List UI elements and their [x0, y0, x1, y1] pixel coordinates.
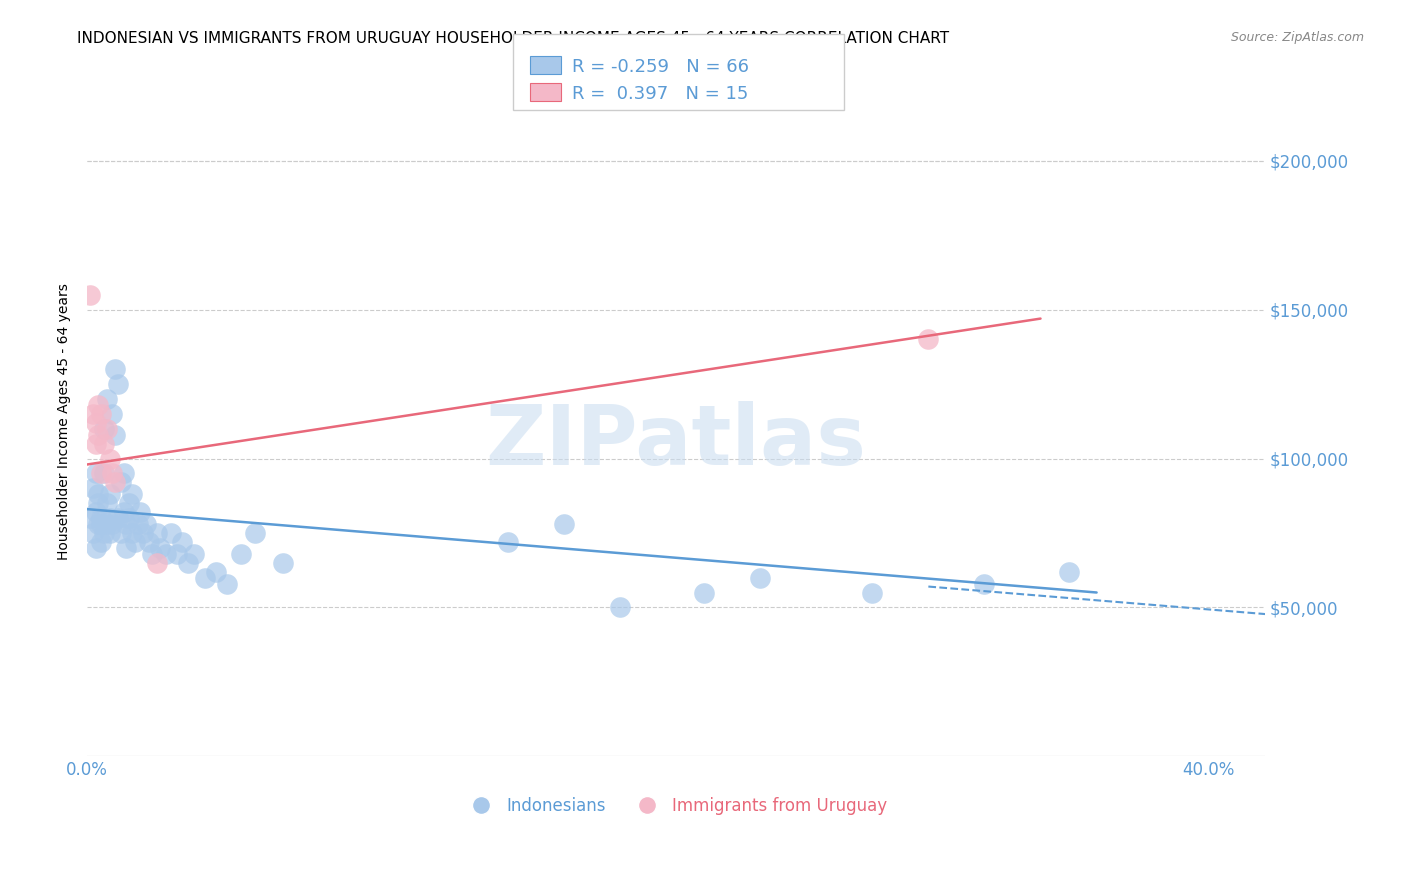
Point — [149, 541, 172, 555]
Point — [245, 525, 267, 540]
Point — [115, 541, 138, 555]
Text: INDONESIAN VS IMMIGRANTS FROM URUGUAY HOUSEHOLDER INCOME AGES 45 - 64 YEARS CORR: INDONESIAN VS IMMIGRANTS FROM URUGUAY HO… — [77, 31, 949, 46]
Text: R = -0.259   N = 66: R = -0.259 N = 66 — [572, 58, 749, 76]
Point — [860, 585, 883, 599]
Text: R =  0.397   N = 15: R = 0.397 N = 15 — [572, 85, 748, 103]
Point — [84, 541, 107, 555]
Point — [496, 535, 519, 549]
Point — [273, 556, 295, 570]
Point — [101, 516, 124, 531]
Point — [93, 436, 115, 450]
Point — [217, 576, 239, 591]
Y-axis label: Householder Income Ages 45 - 64 years: Householder Income Ages 45 - 64 years — [58, 283, 72, 560]
Point — [90, 467, 112, 481]
Point — [166, 547, 188, 561]
Point — [79, 511, 101, 525]
Point — [118, 511, 141, 525]
Point — [84, 436, 107, 450]
Point — [172, 535, 194, 549]
Point — [93, 525, 115, 540]
Point — [104, 475, 127, 490]
Point — [693, 585, 716, 599]
Point — [115, 516, 138, 531]
Point — [146, 556, 169, 570]
Point — [118, 496, 141, 510]
Point — [96, 496, 118, 510]
Point — [98, 487, 121, 501]
Point — [84, 416, 107, 430]
Point — [104, 362, 127, 376]
Point — [90, 407, 112, 421]
Point — [110, 475, 132, 490]
Text: Source: ZipAtlas.com: Source: ZipAtlas.com — [1230, 31, 1364, 45]
Point — [973, 576, 995, 591]
Point — [129, 505, 152, 519]
Point — [98, 525, 121, 540]
Point — [82, 525, 104, 540]
Point — [82, 407, 104, 421]
Point — [82, 481, 104, 495]
Point — [112, 467, 135, 481]
Point — [160, 525, 183, 540]
Point — [107, 377, 129, 392]
Point — [101, 467, 124, 481]
Point — [93, 422, 115, 436]
Point — [101, 407, 124, 421]
Point — [96, 516, 118, 531]
Point — [112, 505, 135, 519]
Text: ZIPatlas: ZIPatlas — [485, 401, 866, 482]
Point — [124, 535, 146, 549]
Point — [90, 516, 112, 531]
Point — [87, 516, 110, 531]
Point — [183, 547, 205, 561]
Point — [553, 516, 575, 531]
Point — [146, 525, 169, 540]
Point — [96, 392, 118, 406]
Point — [1057, 565, 1080, 579]
Point — [177, 556, 200, 570]
Point — [132, 525, 155, 540]
Point — [110, 525, 132, 540]
Point — [138, 535, 160, 549]
Point — [609, 600, 631, 615]
Point — [90, 511, 112, 525]
Point — [155, 547, 177, 561]
Legend: Indonesians, Immigrants from Uruguay: Indonesians, Immigrants from Uruguay — [458, 790, 894, 822]
Point — [205, 565, 228, 579]
Point — [917, 333, 939, 347]
Point — [87, 487, 110, 501]
Point — [79, 287, 101, 301]
Point — [231, 547, 253, 561]
Point — [121, 525, 143, 540]
Point — [93, 467, 115, 481]
Point — [87, 398, 110, 412]
Point — [90, 535, 112, 549]
Point — [98, 451, 121, 466]
Point — [104, 427, 127, 442]
Point — [194, 571, 217, 585]
Point — [121, 487, 143, 501]
Point — [135, 516, 157, 531]
Point — [107, 511, 129, 525]
Point — [87, 427, 110, 442]
Point — [127, 516, 149, 531]
Point — [96, 422, 118, 436]
Point — [98, 511, 121, 525]
Point — [87, 496, 110, 510]
Point — [84, 505, 107, 519]
Point — [749, 571, 772, 585]
Point — [141, 547, 163, 561]
Point — [84, 467, 107, 481]
